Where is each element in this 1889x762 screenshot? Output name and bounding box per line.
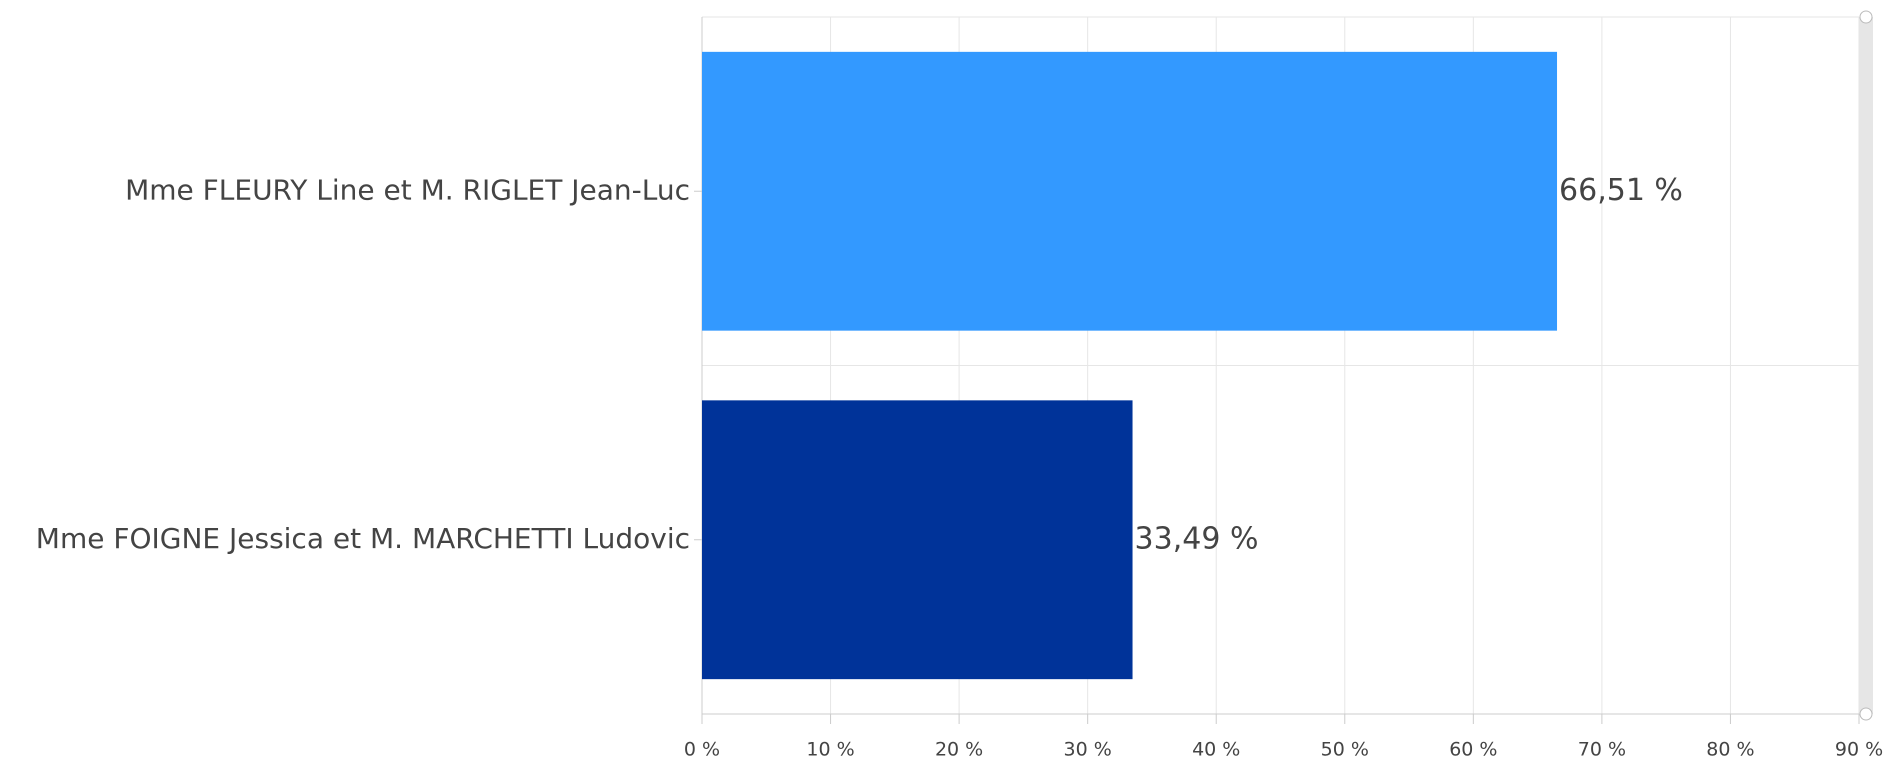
bar — [702, 51, 1558, 331]
x-tick-label: 30 % — [1064, 739, 1112, 761]
value-label: 66,51 % — [1559, 173, 1683, 208]
bar — [702, 400, 1133, 680]
scrollbar[interactable] — [1859, 17, 1873, 714]
x-tick-label: 10 % — [806, 739, 854, 761]
x-tick-label: 20 % — [935, 739, 983, 761]
x-tick-label: 60 % — [1449, 739, 1497, 761]
x-tick-label: 0 % — [684, 739, 720, 761]
y-tick-label: Mme FOIGNE Jessica et M. MARCHETTI Ludov… — [36, 522, 690, 555]
scroll-handle[interactable] — [1859, 707, 1873, 721]
value-label: 33,49 % — [1135, 521, 1259, 556]
x-tick-label: 80 % — [1706, 739, 1754, 761]
x-tick-label: 90 % — [1835, 739, 1883, 761]
x-tick-label: 50 % — [1321, 739, 1369, 761]
scroll-handle[interactable] — [1859, 10, 1873, 24]
x-tick-label: 70 % — [1578, 739, 1626, 761]
y-tick-label: Mme FLEURY Line et M. RIGLET Jean-Luc — [125, 173, 690, 206]
x-tick-label: 40 % — [1192, 739, 1240, 761]
